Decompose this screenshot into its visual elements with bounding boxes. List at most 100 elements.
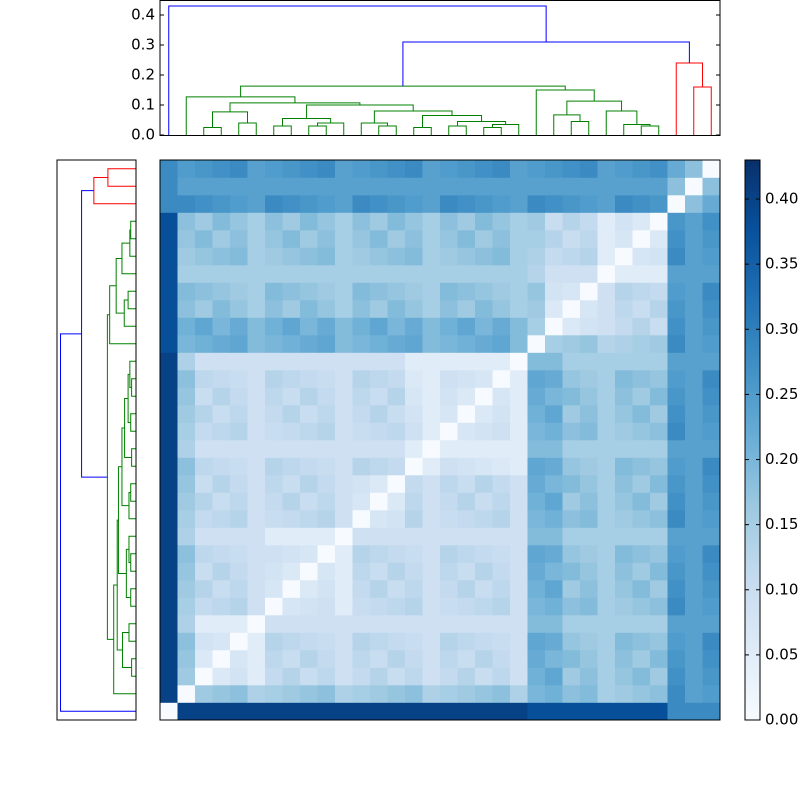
heatmap-cell [317, 195, 336, 213]
heatmap-cell [282, 212, 301, 231]
heatmap-cell [230, 317, 248, 336]
heatmap-cell [387, 702, 406, 721]
heatmap-cell [195, 177, 213, 196]
heatmap-cell [282, 597, 301, 616]
heatmap-cell [317, 580, 336, 598]
colorbar-tick-label: 0.00 [765, 711, 798, 729]
heatmap-cell [370, 282, 388, 301]
heatmap-cell [545, 370, 563, 388]
heatmap-cell [667, 177, 686, 196]
heatmap-cell [632, 615, 651, 633]
heatmap-cell [702, 527, 721, 546]
heatmap-cell [317, 352, 336, 371]
heatmap-cell [212, 475, 231, 493]
heatmap-cell [545, 195, 563, 213]
heatmap-cell [510, 387, 528, 406]
heatmap-cell [527, 160, 546, 178]
heatmap-cell [457, 580, 476, 598]
heatmap-cell [387, 685, 406, 703]
heatmap-cell [370, 545, 388, 563]
heatmap-cell [177, 667, 196, 686]
heatmap-cell [177, 702, 196, 721]
heatmap-cell [702, 650, 721, 668]
heatmap-cell [335, 632, 353, 651]
heatmap-cell [562, 177, 581, 196]
heatmap-cell [440, 387, 458, 406]
heatmap-cell [282, 545, 301, 563]
heatmap-cell [597, 265, 616, 283]
heatmap-cell [230, 702, 248, 721]
heatmap-cell [160, 475, 178, 493]
heatmap-cell [562, 300, 581, 318]
heatmap-cell [405, 405, 423, 423]
heatmap-cell [492, 247, 511, 266]
heatmap-cell [352, 370, 371, 388]
heatmap-cell [282, 422, 301, 441]
heatmap-cell [422, 545, 441, 563]
heatmap-cell [702, 597, 721, 616]
heatmap-cell [265, 667, 283, 686]
heatmap-cell [335, 527, 353, 546]
heatmap-cell [457, 457, 476, 476]
y-tick-label: 0.0 [131, 126, 155, 144]
heatmap-cell [387, 195, 406, 213]
heatmap-cell [440, 370, 458, 388]
heatmap-cell [335, 597, 353, 616]
heatmap-cell [335, 160, 353, 178]
heatmap-cell [212, 300, 231, 318]
heatmap-cell [510, 685, 528, 703]
heatmap-cell [265, 510, 283, 528]
heatmap-cell [457, 282, 476, 301]
heatmap-cell [597, 702, 616, 721]
heatmap-cell [282, 405, 301, 423]
heatmap-cell [247, 597, 266, 616]
heatmap-cell [265, 685, 283, 703]
heatmap-cell [212, 440, 231, 458]
heatmap-cell [632, 195, 651, 213]
heatmap-cell [440, 510, 458, 528]
heatmap-cell [632, 510, 651, 528]
heatmap-cell [230, 265, 248, 283]
heatmap-cell [492, 352, 511, 371]
heatmap-cell [457, 160, 476, 178]
heatmap-cell [212, 265, 231, 283]
heatmap-cell [527, 335, 546, 353]
heatmap-cell [650, 510, 668, 528]
heatmap-cell [247, 685, 266, 703]
heatmap-cell [405, 317, 423, 336]
heatmap-cell [247, 230, 266, 248]
heatmap-cell [265, 212, 283, 231]
heatmap-cell [265, 475, 283, 493]
heatmap-cell [405, 597, 423, 616]
heatmap-cell [580, 335, 598, 353]
heatmap-cell [230, 492, 248, 511]
heatmap-cell [300, 300, 318, 318]
heatmap-cell [230, 475, 248, 493]
heatmap-cell [247, 160, 266, 178]
heatmap-cell [247, 562, 266, 581]
heatmap-cell [335, 247, 353, 266]
heatmap-cell [492, 335, 511, 353]
heatmap-cell [352, 247, 371, 266]
heatmap-cell [335, 475, 353, 493]
heatmap-cell [685, 702, 703, 721]
heatmap-cell [545, 702, 563, 721]
heatmap-cell [475, 230, 493, 248]
heatmap-cell [160, 405, 178, 423]
heatmap-cell [650, 230, 668, 248]
heatmap-cell [352, 527, 371, 546]
heatmap-cell [597, 177, 616, 196]
heatmap-cell [597, 282, 616, 301]
dendrogram-link-left [123, 299, 136, 327]
heatmap-cell [370, 387, 388, 406]
dendrogram-link-left [128, 492, 136, 520]
heatmap-cell [527, 300, 546, 318]
heatmap-cell [335, 370, 353, 388]
heatmap-cell [685, 370, 703, 388]
heatmap-cell [370, 597, 388, 616]
heatmap-cell [562, 212, 581, 231]
heatmap-cell [475, 247, 493, 266]
heatmap-cell [160, 510, 178, 528]
heatmap-cell [615, 387, 633, 406]
heatmap-cell [685, 457, 703, 476]
